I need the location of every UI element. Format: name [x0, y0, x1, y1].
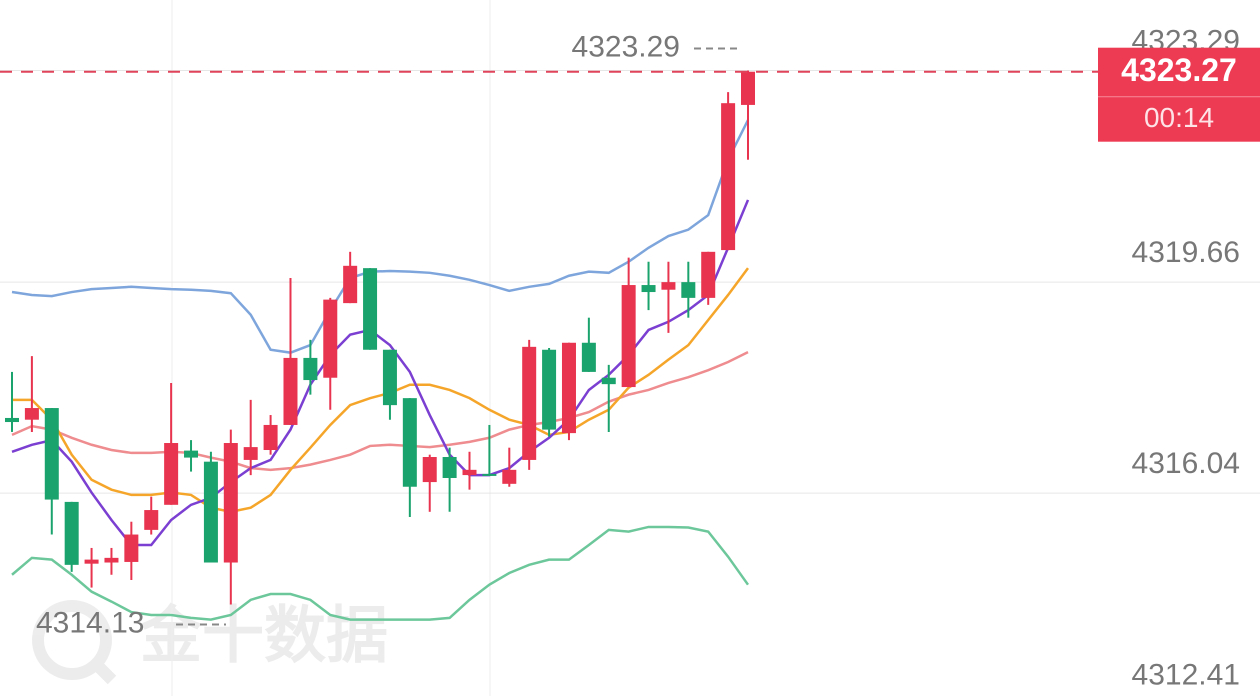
candle-body — [382, 349, 397, 406]
candle-body — [462, 469, 477, 476]
candle-body — [363, 268, 378, 350]
candle-body — [243, 447, 258, 460]
candle-body — [542, 349, 557, 430]
indicator-line — [11, 119, 750, 354]
candle-body — [184, 450, 199, 458]
countdown: 00:14 — [1144, 102, 1214, 133]
candle-body — [502, 469, 517, 484]
candle-body — [283, 357, 298, 425]
watermark-logo — [32, 600, 117, 685]
candle-body — [263, 424, 278, 451]
candle-body — [203, 461, 218, 563]
y-tick-label: 4312.41 — [1132, 659, 1240, 692]
candle-body — [641, 285, 656, 293]
candle-body — [24, 408, 39, 420]
candle-body — [681, 282, 696, 298]
candle-body — [661, 282, 676, 290]
candle-body — [64, 501, 79, 565]
y-tick-label: 4316.04 — [1132, 447, 1240, 480]
candle-body — [522, 346, 537, 460]
min-marker-label: 4314.13 — [36, 606, 144, 639]
candle-body — [621, 285, 636, 388]
candle-body — [303, 357, 318, 381]
candle-body — [701, 251, 716, 298]
candle-body — [104, 557, 119, 563]
candle-body — [402, 398, 417, 487]
last-price-tag — [1098, 47, 1260, 142]
candle-body — [343, 265, 358, 304]
indicator-line — [11, 525, 750, 621]
last-price-label: 4323.27 — [1121, 52, 1237, 88]
candle-body — [482, 473, 497, 476]
candle-body — [44, 408, 59, 500]
candle-body — [164, 443, 179, 505]
candle-body — [721, 103, 736, 251]
candle-body — [223, 443, 238, 563]
candle-body — [144, 510, 159, 530]
candle-body — [5, 417, 19, 423]
candle-body — [741, 71, 755, 105]
candle-body — [561, 342, 576, 434]
indicator-line — [11, 350, 749, 472]
max-marker-label: 4323.29 — [572, 30, 680, 63]
candle-body — [601, 377, 616, 385]
watermark: 金十数据 — [139, 601, 388, 670]
candle-body — [422, 457, 437, 483]
candle-body — [442, 457, 457, 478]
candle-body — [581, 342, 596, 372]
candle-body — [124, 534, 139, 562]
indicator-line — [12, 267, 750, 514]
y-tick-label: 4319.66 — [1132, 236, 1240, 269]
candle-body — [323, 299, 338, 378]
candle-body — [84, 559, 99, 564]
